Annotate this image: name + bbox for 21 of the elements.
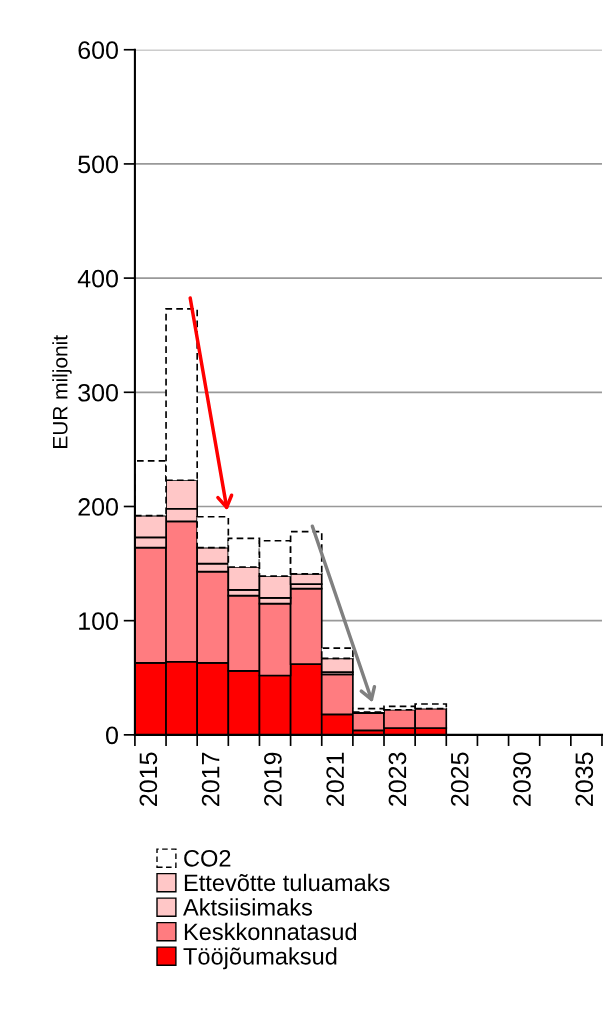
y-tick-label: 600 [78, 41, 118, 60]
y-tick-label: 300 [78, 383, 118, 402]
x-tick-label: 2019 [264, 752, 282, 806]
legend-label: Keskkonnatasud [184, 922, 357, 941]
legend-label: Aktsiisimaks [183, 898, 312, 916]
y-axis-title: EUR miljonit [52, 335, 72, 448]
y-tick-label: 400 [77, 269, 118, 288]
legend-label: Ettevõtte tuluamaks [184, 873, 390, 892]
x-tick-label: 2021 [326, 752, 345, 806]
legend-label: CO2 [184, 849, 231, 867]
x-tick-label: 2025 [450, 752, 469, 806]
y-tick-label: 100 [79, 612, 118, 630]
x-tick-label: 2035 [575, 752, 594, 806]
x-tick-label: 2015 [139, 752, 158, 806]
y-tick-label: 0 [106, 726, 118, 745]
legend-label: Tööjõumaksud [183, 947, 337, 970]
y-tick-label: 200 [78, 498, 118, 516]
x-tick-label: 2023 [388, 752, 407, 806]
x-tick-label: 2030 [513, 752, 531, 806]
y-tick-label: 500 [78, 155, 118, 174]
x-tick-label: 2017 [201, 752, 220, 806]
